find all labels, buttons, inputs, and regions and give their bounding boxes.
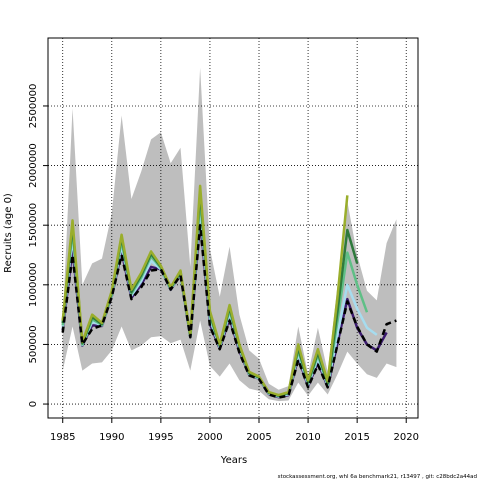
footnote: stockassessment.org, whl 6a benchmark21,… xyxy=(278,474,477,480)
x-tick-label: 2010 xyxy=(295,432,320,443)
y-tick-label: 1000000 xyxy=(28,263,39,308)
confidence-band xyxy=(62,67,397,402)
x-tick-label: 1995 xyxy=(148,432,173,443)
y-tick-label: 1500000 xyxy=(28,203,39,248)
series-line xyxy=(61,184,349,397)
y-tick-label: 500000 xyxy=(28,325,39,363)
x-axis-label: Years xyxy=(220,455,247,466)
series-line xyxy=(61,223,397,399)
y-tick-label: 2500000 xyxy=(28,84,39,129)
y-axis-label: Recruits (age 0) xyxy=(3,193,14,273)
y-tick-label: 0 xyxy=(28,401,39,407)
x-tick-label: 1985 xyxy=(50,432,75,443)
x-tick-label: 2000 xyxy=(197,432,222,443)
plot-frame xyxy=(47,37,419,419)
x-tick-label: 2020 xyxy=(393,432,418,443)
x-tick-label: 2005 xyxy=(246,432,271,443)
x-tick-label: 2015 xyxy=(344,432,369,443)
x-tick-label: 1990 xyxy=(99,432,124,443)
y-tick-label: 2000000 xyxy=(28,143,39,188)
